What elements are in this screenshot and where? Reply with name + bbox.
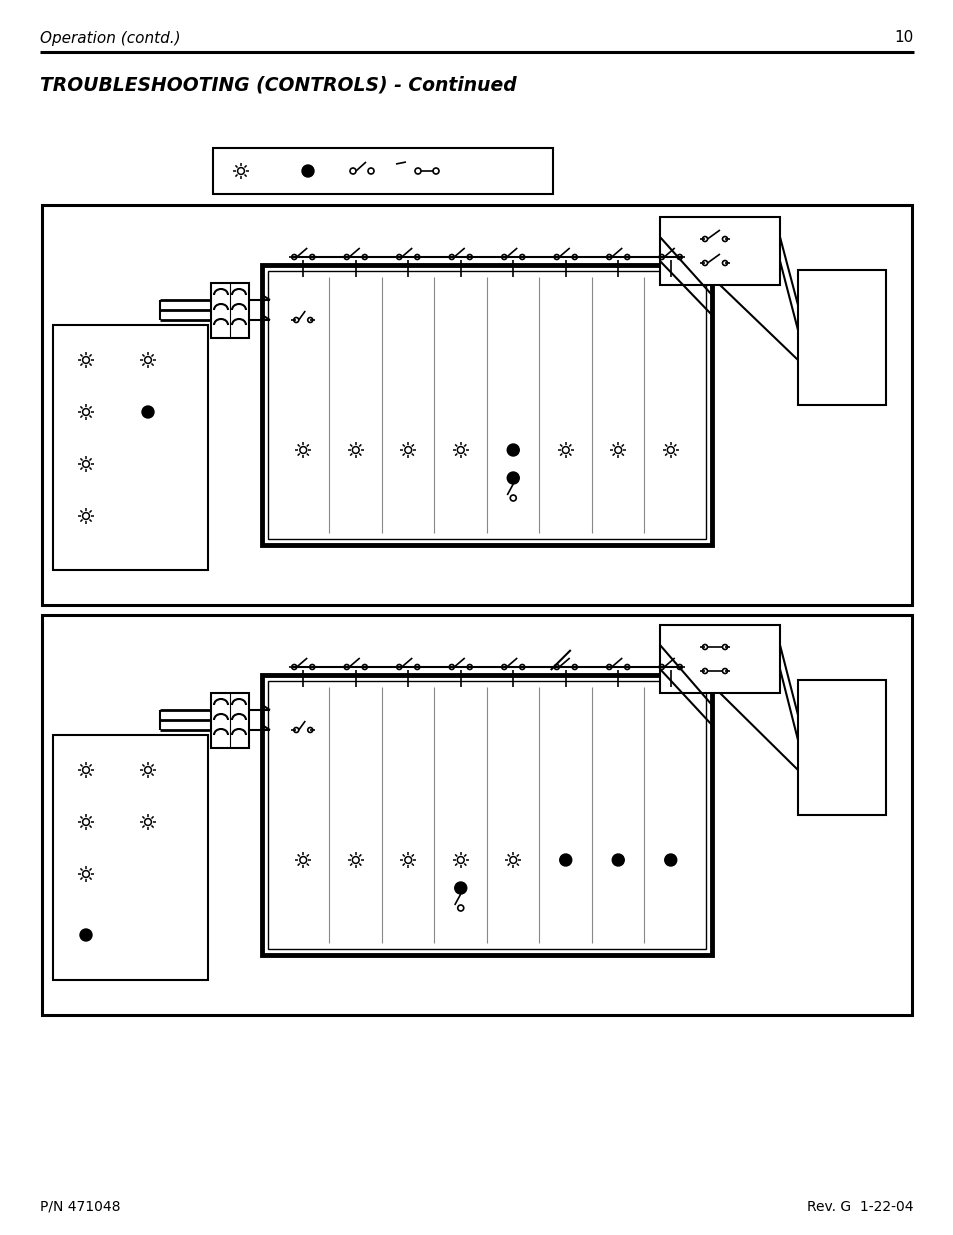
Circle shape [507, 445, 518, 456]
Bar [262, 676, 711, 955]
Circle shape [80, 929, 91, 941]
Bar [659, 217, 780, 285]
Text: Operation (contd.): Operation (contd.) [40, 31, 180, 46]
Circle shape [559, 853, 571, 866]
Bar [262, 266, 711, 545]
Circle shape [142, 406, 153, 417]
Bar [211, 283, 249, 338]
Bar [268, 680, 705, 948]
Circle shape [507, 472, 518, 484]
Bar [53, 325, 208, 571]
Text: Rev. G  1-22-04: Rev. G 1-22-04 [806, 1200, 913, 1214]
Bar [797, 270, 885, 405]
Circle shape [455, 882, 466, 894]
Bar [53, 735, 208, 981]
Text: P/N 471048: P/N 471048 [40, 1200, 120, 1214]
Bar [213, 148, 553, 194]
Circle shape [302, 165, 314, 177]
Bar [268, 270, 705, 538]
Text: TROUBLESHOOTING (CONTROLS) - Continued: TROUBLESHOOTING (CONTROLS) - Continued [40, 75, 517, 95]
Bar [42, 205, 911, 605]
Bar [659, 625, 780, 693]
Text: 10: 10 [894, 31, 913, 46]
Bar [797, 680, 885, 815]
Bar [211, 693, 249, 748]
Bar [42, 615, 911, 1015]
Circle shape [612, 853, 623, 866]
Circle shape [664, 853, 676, 866]
